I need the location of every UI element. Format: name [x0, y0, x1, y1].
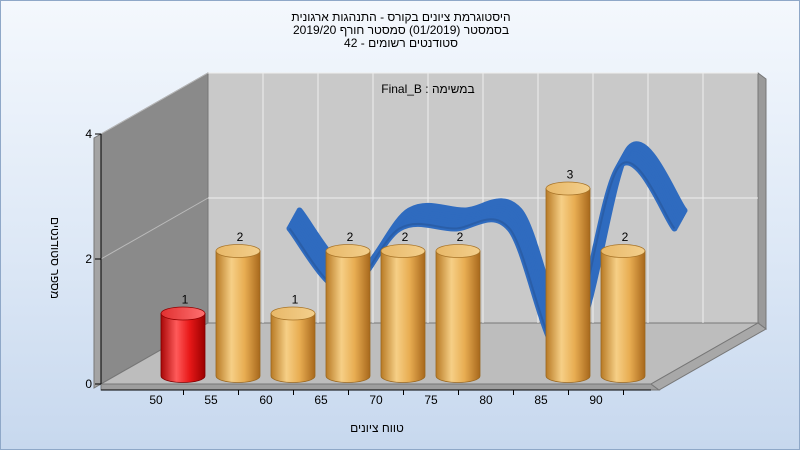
title-line-2: בסמסטר (01/2019) סמסטר חורף 2019/20: [292, 23, 510, 37]
x-tick-label: 55: [204, 393, 218, 407]
y-axis-title: מספר סטודנטים: [48, 217, 62, 299]
title-line-1: היסטוגרמת ציונים בקורס - התנהגות ארגונית: [291, 10, 511, 24]
data-label: 1: [292, 293, 299, 307]
bar-50: [160, 306, 206, 383]
x-tick-label: 80: [479, 393, 493, 407]
floor-side-edge: [650, 322, 767, 391]
bar-top: [325, 244, 371, 258]
x-axis-title: טווח ציונים: [350, 421, 404, 435]
left-wall-edge: [93, 133, 102, 389]
grid-line-side: [100, 197, 209, 260]
data-label: 1: [182, 293, 189, 307]
bar-top: [160, 306, 206, 321]
bar-body: [160, 313, 206, 383]
x-tick-label: 90: [589, 393, 603, 407]
x-tick-label: 50: [149, 393, 163, 407]
bar-top: [545, 181, 591, 196]
chart-title: היסטוגרמת ציונים בקורס - התנהגות ארגונית…: [1, 11, 800, 50]
data-label: 3: [567, 168, 574, 182]
bar-60: [270, 306, 316, 383]
bar-top: [600, 244, 646, 258]
bar-65: [325, 244, 371, 383]
bar-top: [380, 244, 426, 258]
bar-70: [380, 244, 426, 383]
x-tick-label: 65: [314, 393, 328, 407]
bar-body: [325, 250, 371, 383]
bar-body: [435, 250, 481, 383]
x-tick-label: 70: [369, 393, 383, 407]
bar-85: [545, 181, 591, 383]
data-labels: 1 2 1 2 2 2 3 2: [182, 168, 629, 307]
data-label: 2: [402, 230, 409, 244]
bar-body: [545, 188, 591, 383]
data-label: 2: [457, 230, 464, 244]
bars: [160, 181, 646, 383]
bar-90: [600, 244, 646, 383]
back-wall-edge: [757, 72, 767, 330]
bar-body: [215, 250, 261, 383]
bar-55: [215, 244, 261, 383]
data-label: 2: [347, 230, 354, 244]
bar-body: [600, 250, 646, 383]
data-label: 2: [622, 230, 629, 244]
x-tick-label: 85: [534, 393, 548, 407]
x-tick-label: 75: [424, 393, 438, 407]
axes: 0 2 4 50 55 60 65 70 75 80 85 90: [85, 127, 651, 407]
bar-75: [435, 244, 481, 383]
y-tick-label: 0: [85, 377, 92, 391]
bar-body: [380, 250, 426, 383]
bar-body: [270, 313, 316, 383]
grid-lines: [100, 72, 758, 323]
y-tick-label: 2: [85, 252, 92, 266]
x-tick-label: 60: [259, 393, 273, 407]
bar-top: [270, 306, 316, 321]
bar-top: [435, 244, 481, 258]
bar-top: [215, 244, 261, 258]
data-label: 2: [237, 230, 244, 244]
y-tick-label: 4: [85, 127, 92, 141]
floor-edge: [100, 383, 661, 391]
title-line-3: סטודנטים רשומים - 42: [344, 36, 458, 50]
grid-line-side: [100, 72, 209, 135]
task-annotation: במשימה : Final_B: [381, 82, 474, 96]
